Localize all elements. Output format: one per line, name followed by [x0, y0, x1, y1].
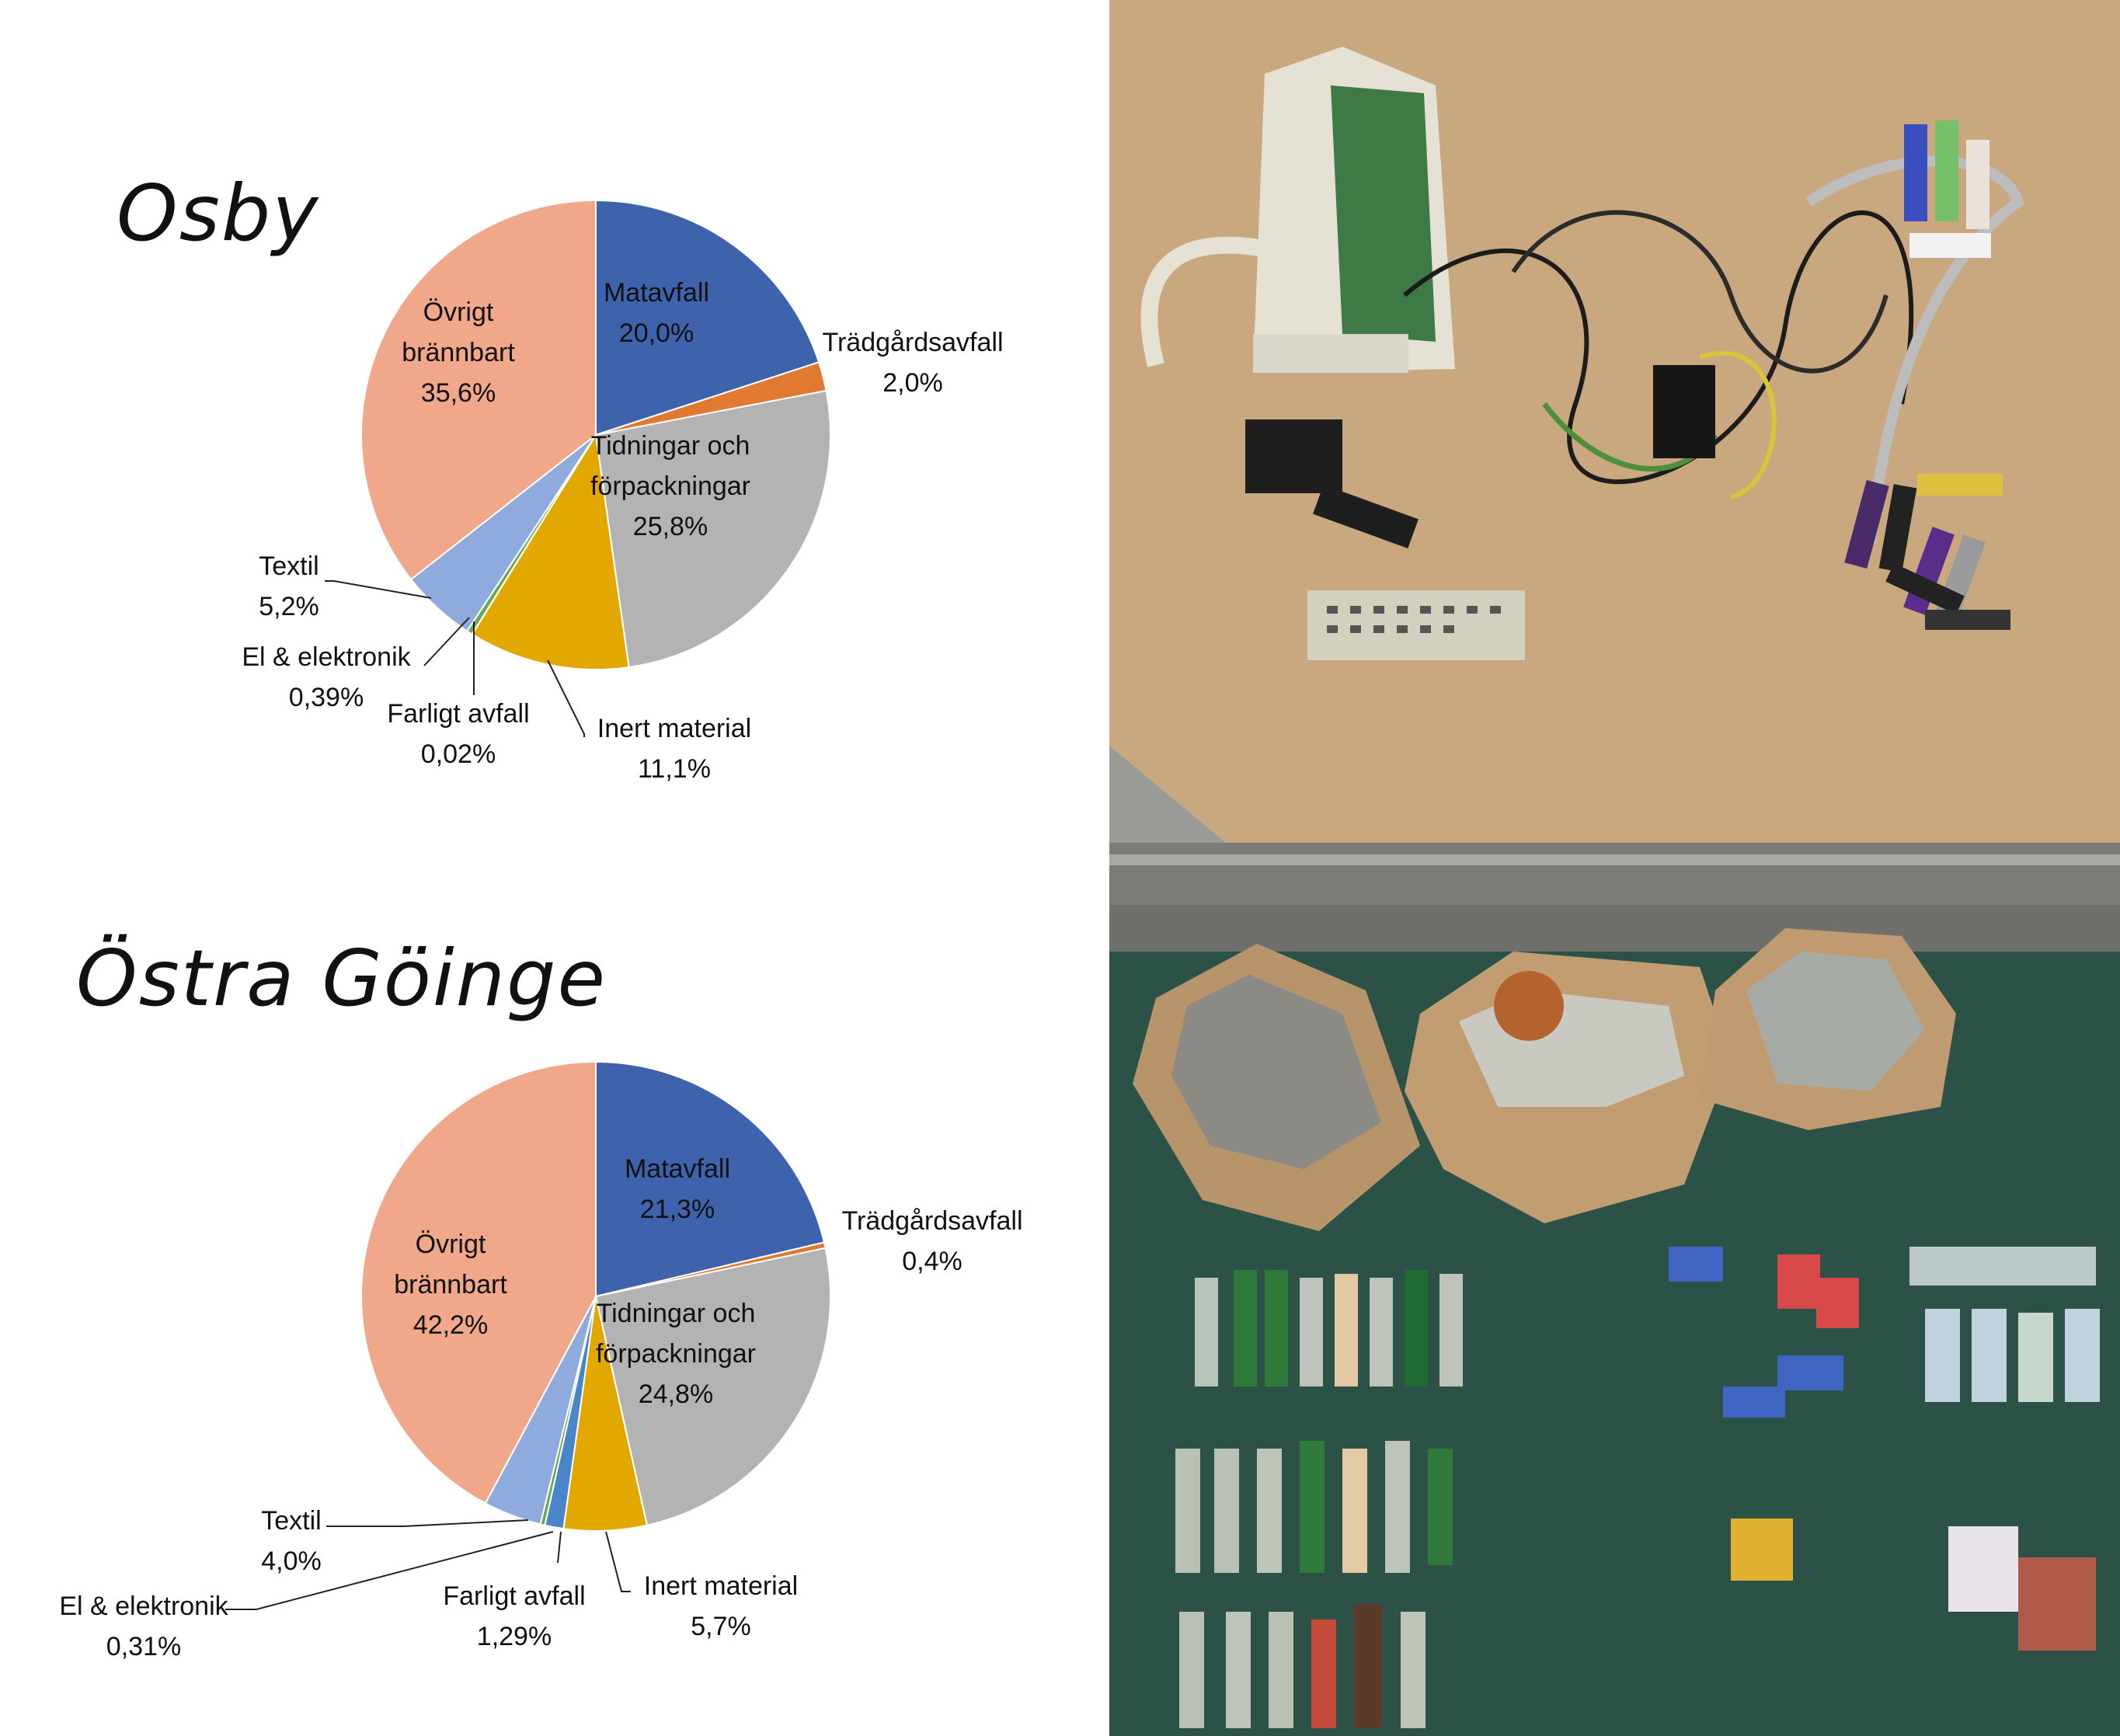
leader-line-textil	[326, 1519, 529, 1527]
pie-slice-ovrigt	[360, 1060, 597, 1505]
charts-panel: Osby Matavfall 20,0% Trädgårdsavfall 2,0% Ti…	[59, 168, 1023, 1661]
data-label-matavfall: Matavfall 21,3%	[625, 1154, 730, 1224]
pie-slice-tidningar	[594, 389, 831, 669]
photo-packaging-waste	[1109, 905, 2120, 1736]
leader-line-farligt	[557, 1531, 562, 1564]
data-label-matavfall: Matavfall 20,0%	[604, 278, 709, 348]
photo-panel	[1109, 0, 2120, 1736]
pie-chart-ostra-goinge: Matavfall 21,3% Trädgårdsavfall 0,4% Tidning…	[59, 1060, 1023, 1661]
leader-line-textil	[325, 580, 432, 599]
pie-chart-osby: Matavfall 20,0% Trädgårdsavfall 2,0% Tidning…	[242, 199, 1004, 784]
pie-slice-inert	[471, 433, 630, 670]
pie-slice-matavfall	[595, 199, 820, 437]
pie-slice-ovrigt	[360, 199, 597, 581]
data-label-farligt: Farligt avfall 0,02%	[387, 699, 529, 769]
data-label-inert: Inert material 11,1%	[597, 714, 751, 784]
photo-electronics-waste	[1109, 0, 2120, 905]
leader-line-inert	[547, 659, 585, 737]
data-label-inert: Inert material 5,7%	[644, 1571, 798, 1641]
chart-title-osby: Osby	[117, 168, 320, 259]
pie-slice-matavfall	[595, 1060, 826, 1298]
data-label-el: El & elektronik 0,39%	[242, 642, 411, 712]
data-label-tradgard: Trädgårdsavfall 0,4%	[841, 1206, 1022, 1276]
data-label-tradgard: Trädgårdsavfall 2,0%	[822, 328, 1003, 398]
data-label-textil: Textil 4,0%	[261, 1506, 322, 1576]
leader-line-inert	[605, 1531, 631, 1592]
pie-slice-tidningar	[594, 1247, 831, 1526]
leader-line-el	[225, 1531, 554, 1610]
data-label-farligt: Farligt avfall 1,29%	[443, 1581, 585, 1651]
data-label-el: El & elektronik 0,31%	[59, 1592, 228, 1661]
leader-line-el	[423, 617, 470, 666]
data-label-textil: Textil 5,2%	[259, 551, 319, 621]
data-label-ovrigt: Övrigt brännbart 35,6%	[402, 297, 515, 408]
data-label-ovrigt: Övrigt brännbart 42,2%	[394, 1230, 507, 1340]
chart-title-ostra-goinge: Östra Göinge	[76, 933, 607, 1024]
data-label-tidningar: Tidningar och förpackningar 24,8%	[596, 1299, 756, 1409]
data-label-tidningar: Tidningar och förpackningar 25,8%	[590, 431, 750, 541]
